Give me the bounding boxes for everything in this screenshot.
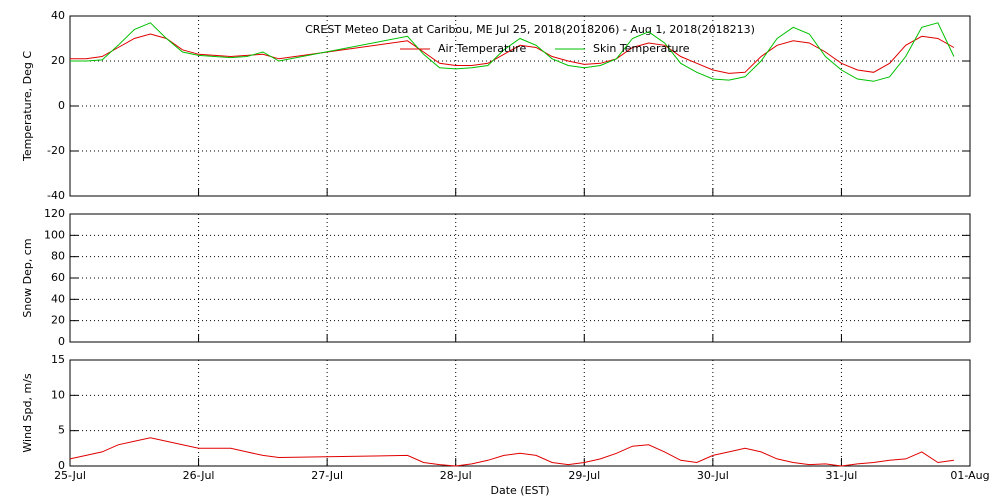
y-tick-label: 0 bbox=[58, 459, 65, 472]
x-tick-label: 26-Jul bbox=[183, 469, 215, 482]
y-axis-label: Wind Spd, m/s bbox=[21, 373, 34, 453]
y-tick-label: 20 bbox=[51, 314, 65, 327]
plot-frame bbox=[69, 15, 971, 197]
y-axis-label: Temperature, Deg C bbox=[21, 51, 34, 162]
y-tick-label: 10 bbox=[51, 388, 65, 401]
y-tick-label: 5 bbox=[58, 424, 65, 437]
plot-frame bbox=[69, 359, 971, 467]
x-tick-label: 28-Jul bbox=[440, 469, 472, 482]
chart-title: CREST Meteo Data at Caribou, ME Jul 25, … bbox=[305, 23, 755, 36]
x-tick-label: 29-Jul bbox=[568, 469, 600, 482]
y-tick-label: 20 bbox=[51, 54, 65, 67]
x-tick-label: 31-Jul bbox=[825, 469, 857, 482]
series-line bbox=[70, 22, 955, 82]
y-tick-label: 120 bbox=[44, 207, 65, 220]
y-axis-label: Snow Dep, cm bbox=[21, 238, 34, 317]
series-line bbox=[70, 33, 955, 74]
y-tick-label: 40 bbox=[51, 9, 65, 22]
series-line bbox=[69, 437, 954, 467]
y-tick-label: 60 bbox=[51, 271, 65, 284]
legend-label: Air Temperature bbox=[438, 42, 527, 55]
y-tick-label: 80 bbox=[51, 250, 65, 263]
y-tick-label: -20 bbox=[47, 144, 65, 157]
y-tick-label: -40 bbox=[47, 189, 65, 202]
y-tick-label: 0 bbox=[58, 335, 65, 348]
plot-frame bbox=[69, 213, 971, 343]
legend-label: Skin Temperature bbox=[593, 42, 690, 55]
x-tick-label: 30-Jul bbox=[697, 469, 729, 482]
x-axis-label: Date (EST) bbox=[490, 484, 549, 497]
x-tick-label: 01-Aug bbox=[950, 469, 989, 482]
y-tick-label: 100 bbox=[44, 228, 65, 241]
x-tick-label: 27-Jul bbox=[311, 469, 343, 482]
y-tick-label: 15 bbox=[51, 353, 65, 366]
y-tick-label: 0 bbox=[58, 99, 65, 112]
y-tick-label: 40 bbox=[51, 292, 65, 305]
x-tick-label: 25-Jul bbox=[54, 469, 86, 482]
